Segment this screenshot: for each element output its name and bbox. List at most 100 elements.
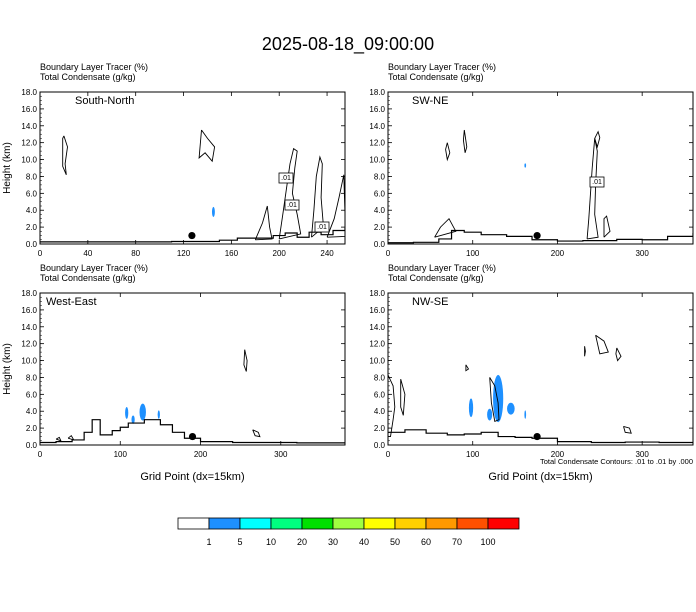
x-tick-label: 80: [131, 249, 140, 258]
y-tick-label: 0.0: [26, 240, 38, 249]
y-tick-label: 10.0: [369, 357, 385, 366]
y-tick-label: 10.0: [21, 357, 37, 366]
tracer-contour: [462, 129, 468, 153]
tracer-contour: [434, 217, 457, 238]
y-tick-label: 12.0: [21, 340, 37, 349]
plot-area: [388, 334, 693, 444]
condensate-blob: [524, 410, 527, 419]
y-tick-label: 14.0: [369, 122, 385, 131]
x-tick-label: 200: [194, 450, 208, 459]
figure-title: 2025-08-18_09:00:00: [262, 34, 434, 55]
colorbar: 1 5 10 20 30 40 50 60 70 100: [177, 517, 520, 547]
colorbar-label: 20: [297, 537, 307, 547]
condensate-blob: [487, 408, 493, 421]
field-label: Boundary Layer Tracer (%): [40, 62, 148, 72]
colorbar-swatch: [456, 517, 489, 530]
contour-label-box: [589, 176, 605, 188]
y-axis-label: Height (km): [2, 343, 13, 395]
panel-label: West-East: [46, 296, 97, 308]
y-tick-label: 8.0: [374, 172, 386, 181]
y-tick-label: 6.0: [374, 390, 386, 399]
y-tick-label: 18.0: [369, 289, 385, 298]
colorbar-swatch: [487, 517, 520, 530]
contour-footnote: Total Condensate Contours: .01 to .01 by…: [540, 457, 693, 466]
panels: Boundary Layer Tracer (%)Total Condensat…: [2, 62, 694, 483]
x-tick-label: 100: [466, 249, 480, 258]
y-tick-label: 16.0: [21, 306, 37, 315]
panel-nw-se: Boundary Layer Tracer (%)Total Condensat…: [369, 263, 694, 483]
y-tick-label: 0.0: [374, 240, 386, 249]
x-tick-label: 40: [83, 249, 92, 258]
colorbar-label: 40: [359, 537, 369, 547]
panel-south-north: Boundary Layer Tracer (%)Total Condensat…: [2, 62, 346, 258]
y-tick-label: 10.0: [21, 156, 37, 165]
tracer-contour: [445, 142, 451, 162]
condensate-blob: [125, 407, 129, 419]
y-tick-label: 4.0: [374, 407, 386, 416]
contour-label: .01: [592, 179, 602, 186]
panel-label: NW-SE: [412, 296, 448, 308]
field-label: Total Condensate (g/kg): [388, 273, 484, 283]
contour-label: .01: [281, 175, 291, 182]
location-marker: [188, 432, 197, 441]
location-marker: [188, 231, 196, 240]
y-tick-label: 8.0: [26, 172, 38, 181]
terrain-line: [40, 227, 345, 243]
x-tick-label: 0: [38, 249, 43, 258]
panel-west-east: Boundary Layer Tracer (%)Total Condensat…: [2, 263, 346, 483]
plot-area: [40, 349, 345, 444]
colorbar-label: 70: [452, 537, 462, 547]
plot-frame: [387, 292, 694, 446]
colorbar-swatch: [394, 517, 427, 530]
contour-label: .01: [287, 202, 297, 209]
x-tick-label: 0: [386, 450, 391, 459]
location-marker: [533, 231, 541, 240]
x-tick-label: 240: [320, 249, 334, 258]
x-tick-label: 200: [273, 249, 287, 258]
y-tick-label: 6.0: [374, 189, 386, 198]
y-tick-label: 2.0: [26, 424, 38, 433]
y-tick-label: 6.0: [26, 189, 38, 198]
plot-area: [40, 129, 345, 243]
x-tick-label: 100: [466, 450, 480, 459]
colorbar-label: 30: [328, 537, 338, 547]
field-label: Boundary Layer Tracer (%): [388, 263, 496, 273]
x-axis-label: Grid Point (dx=15km): [140, 471, 244, 483]
tracer-contour: [243, 349, 248, 372]
x-tick-label: 300: [635, 249, 649, 258]
field-label: Total Condensate (g/kg): [388, 72, 484, 82]
y-tick-label: 14.0: [21, 122, 37, 131]
contour-label-box: [284, 199, 300, 211]
colorbar-swatch: [177, 517, 210, 530]
plot-frame: [39, 292, 346, 446]
tracer-contour: [67, 435, 75, 441]
x-tick-label: 200: [551, 249, 565, 258]
y-tick-label: 16.0: [369, 306, 385, 315]
colorbar-swatch: [208, 517, 241, 530]
condensate-blob: [211, 206, 215, 217]
field-label: Boundary Layer Tracer (%): [40, 263, 148, 273]
panel-label: SW-NE: [412, 95, 448, 107]
tracer-contour: [388, 374, 396, 438]
colorbar-label: 5: [237, 537, 242, 547]
y-tick-label: 4.0: [26, 206, 38, 215]
panel-sw-ne: Boundary Layer Tracer (%)Total Condensat…: [369, 62, 694, 258]
tracer-contour: [278, 147, 302, 240]
y-tick-label: 16.0: [21, 105, 37, 114]
y-tick-label: 4.0: [374, 206, 386, 215]
colorbar-swatch: [332, 517, 365, 530]
plot-frame: [39, 91, 346, 245]
x-tick-label: 100: [114, 450, 128, 459]
y-tick-label: 8.0: [26, 373, 38, 382]
y-tick-label: 8.0: [374, 373, 386, 382]
colorbar-label: 100: [480, 537, 495, 547]
y-tick-label: 12.0: [369, 340, 385, 349]
colorbar-label: 60: [421, 537, 431, 547]
y-tick-label: 18.0: [21, 289, 37, 298]
tracer-contour: [55, 436, 62, 442]
condensate-blob: [157, 410, 160, 419]
tracer-contour: [584, 346, 586, 357]
field-label: Total Condensate (g/kg): [40, 72, 136, 82]
tracer-contour: [594, 130, 601, 149]
colorbar-swatch: [301, 517, 334, 530]
